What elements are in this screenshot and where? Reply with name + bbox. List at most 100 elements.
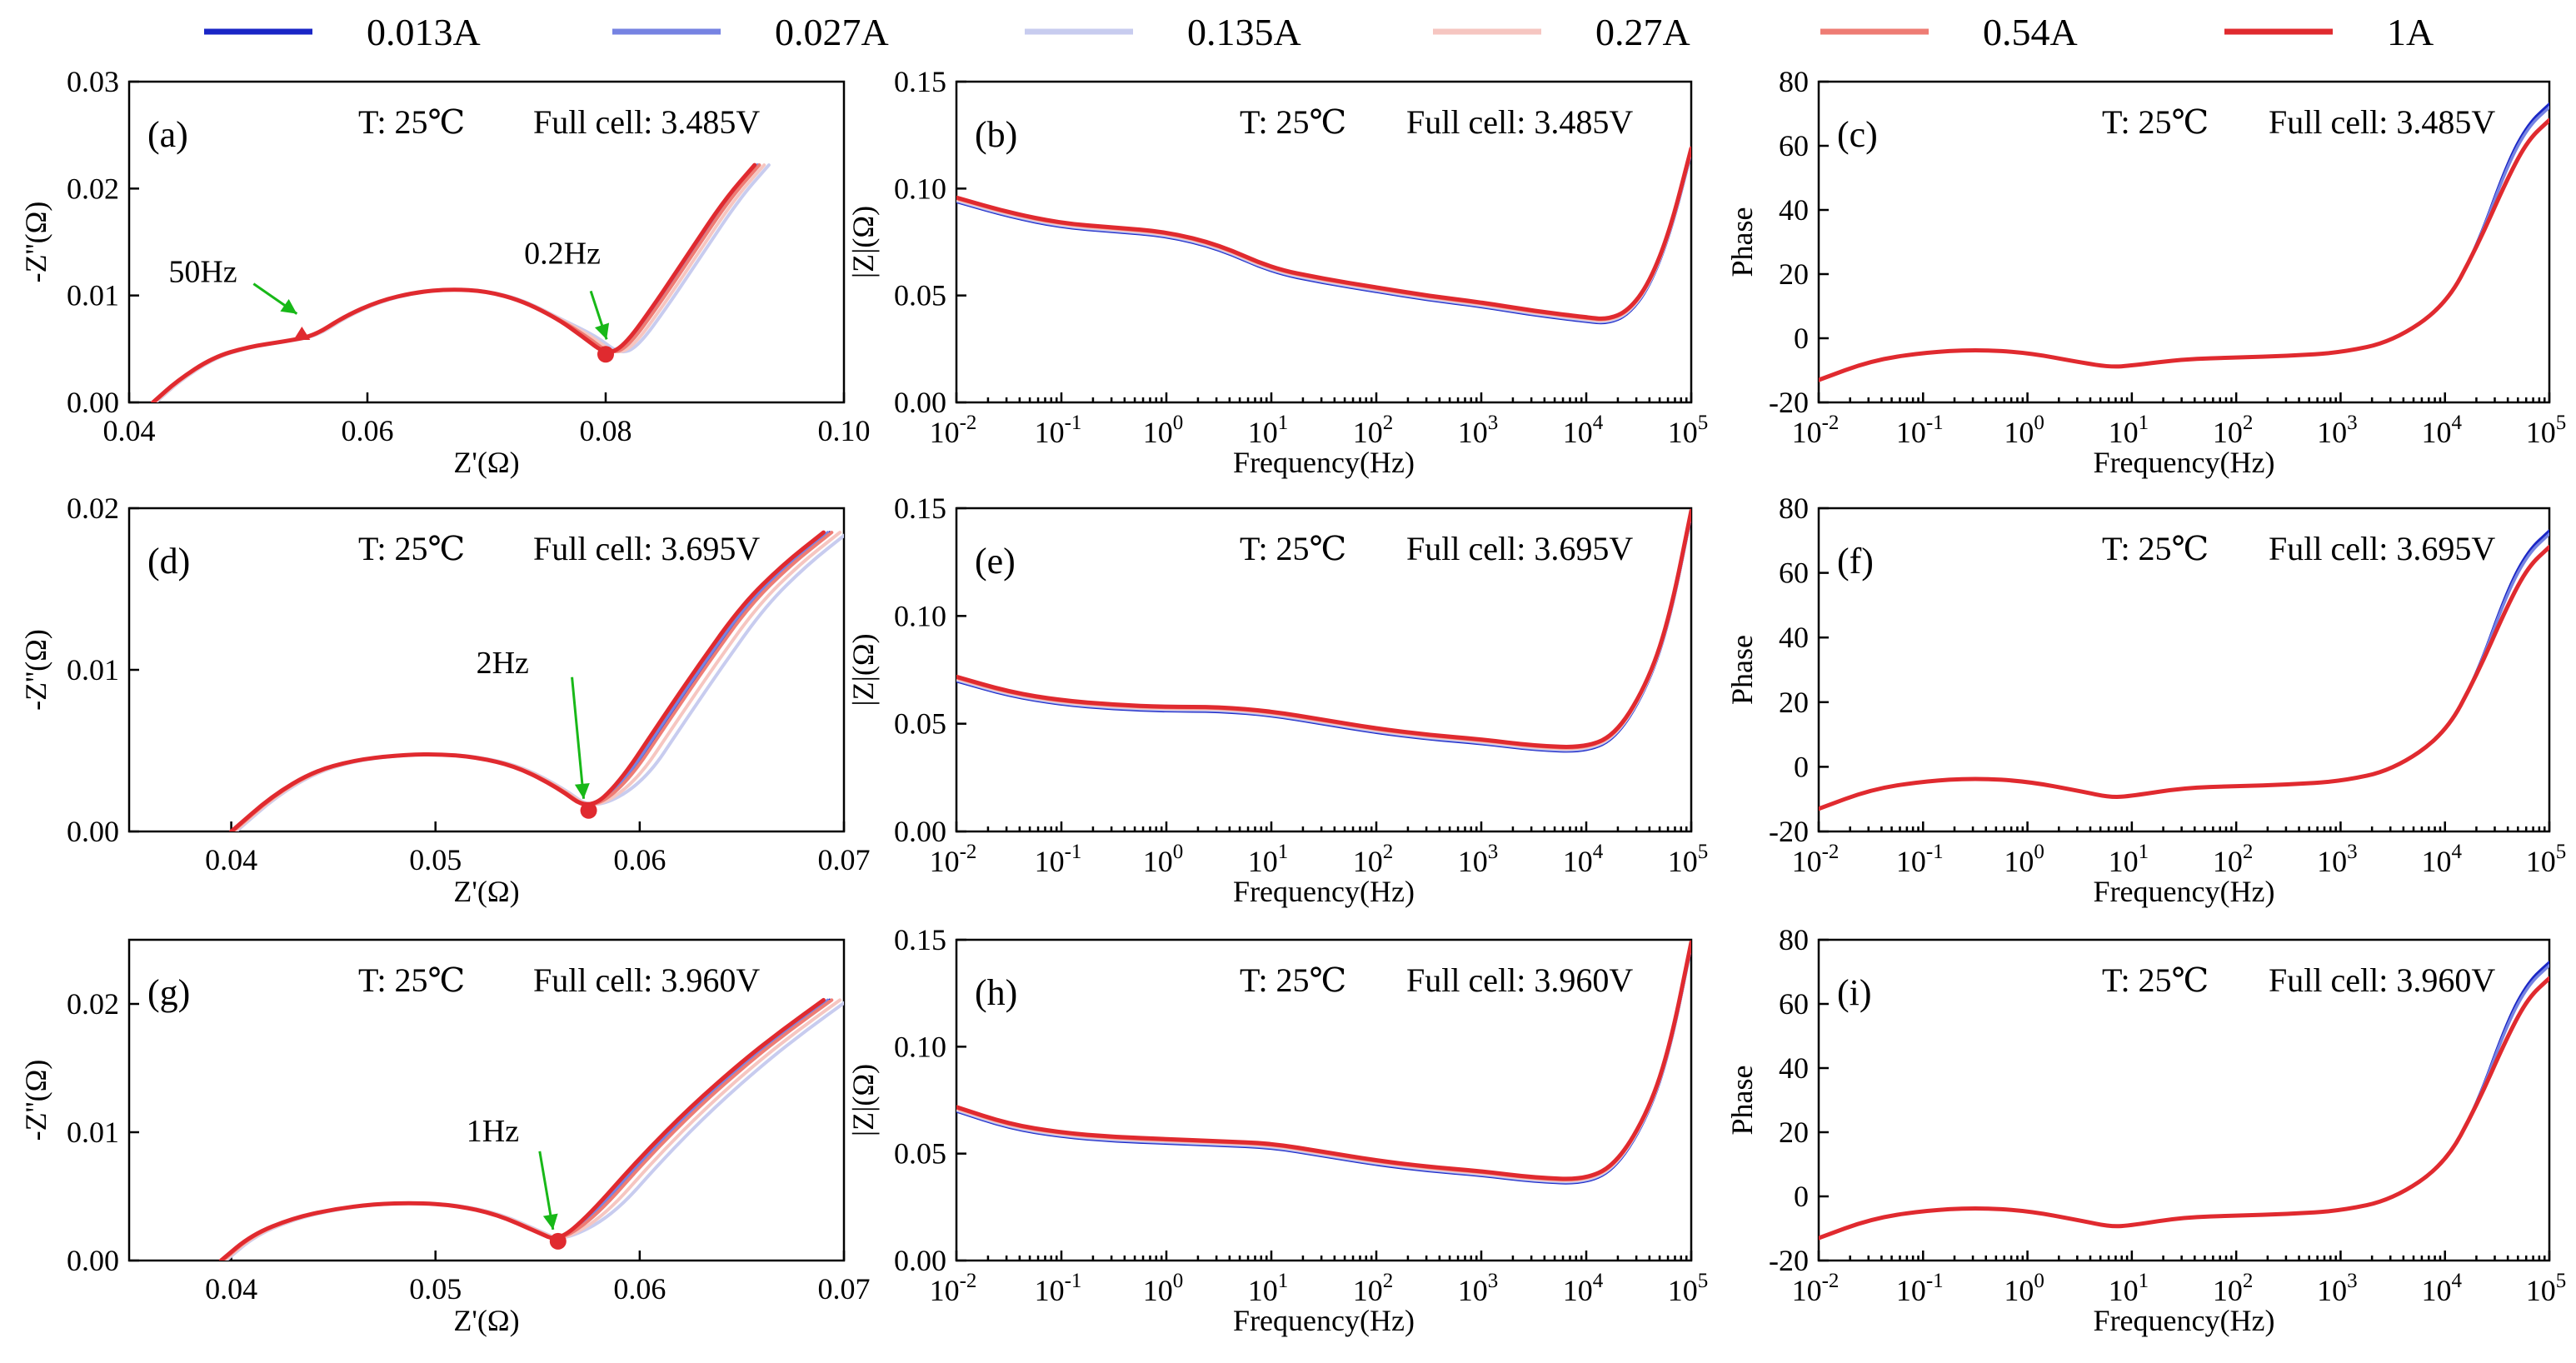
x-tick-label: 105 [1668,412,1709,449]
series-line-0.135A [1819,545,2549,811]
y-tick-label: 0.10 [894,599,946,632]
x-tick-label: 101 [1248,412,1289,449]
x-tick-label: 10-1 [1896,412,1944,449]
x-tick-label: 101 [1248,1270,1289,1307]
x-tick-label: 0.08 [580,414,632,447]
x-tick-label: 102 [2213,1270,2254,1307]
y-tick-label: 0.03 [67,65,119,98]
legend-label: 0.135A [1187,11,1301,53]
frequency-annotation: 0.2Hz [524,236,601,271]
temperature-label: T: 25℃ [2102,961,2209,999]
series-line-1A [956,940,1691,1181]
legend-label: 0.27A [1595,11,1690,53]
x-tick-label: 105 [1668,1270,1709,1307]
arrow-head-icon [574,783,590,799]
x-tick-label: 0.05 [409,1272,462,1306]
plot-frame [955,938,1693,1262]
panel-letter: (d) [147,541,190,582]
y-tick-label: 0.02 [67,492,119,525]
legend-label: 0.027A [775,11,889,53]
panels: 0.04 0.06 0.08 0.10 0.00 0.01 0.02 0.03 Z'(Ω) -Z'… [19,65,2566,1337]
x-tick-label: 10-2 [930,412,977,449]
panel-i: 10-2 10-1 100 101 102 103 104 105 -20 0 20 40 60 80 Fr… [1725,923,2566,1337]
series-line-0.54A [1819,545,2549,811]
series-line-0.27A [232,531,842,831]
cell-voltage-label: Full cell: 3.485V [2269,103,2495,141]
legend: 0.013A 0.027A 0.135A 0.27A 0.54A 1A [204,11,2434,53]
y-tick-label: 80 [1779,65,1809,98]
legend-entry: 0.135A [1025,11,1301,53]
series-line-0.013A [1819,529,2549,811]
x-tick-label: 102 [2213,412,2254,449]
x-tick-label: 100 [2004,412,2044,449]
y-tick-label: 0.05 [894,707,946,741]
series-line-0.013A [231,531,831,831]
y-tick-label: 0.00 [67,815,119,848]
x-tick-label: 10-1 [1896,1270,1944,1307]
x-tick-label: 10-1 [1035,1270,1082,1307]
series-group [956,940,1691,1185]
cell-voltage-label: Full cell: 3.960V [2269,961,2495,999]
panel-g: 0.04 0.05 0.06 0.07 0.00 0.01 0.02 Z'(Ω) -Z''(Ω)… [19,938,871,1337]
series-line-0.54A [231,531,834,831]
x-tick-label: 102 [1353,841,1394,878]
series-line-0.27A [1819,545,2549,811]
y-axis-label: -Z''(Ω) [19,202,52,283]
y-axis-label: -Z''(Ω) [19,629,52,711]
x-tick-label: 101 [2109,841,2149,878]
x-tick-label: 104 [1563,841,1604,878]
y-tick-label: 0.00 [67,1244,119,1277]
y-tick-label: -20 [1769,386,1809,419]
series-line-0.013A [1819,102,2549,382]
x-tick-label: 100 [1143,412,1184,449]
series-line-1A [1819,117,2549,382]
x-tick-label: 102 [1353,1270,1394,1307]
series-line-1A [1819,976,2549,1241]
cell-voltage-label: Full cell: 3.960V [1406,961,1633,999]
x-tick-label: 10-1 [1035,412,1082,449]
y-tick-label: 40 [1779,621,1809,654]
frequency-marker [580,801,597,819]
cell-voltage-label: Full cell: 3.695V [533,530,760,567]
y-tick-label: 20 [1779,1116,1809,1149]
x-tick-label: 104 [2421,1270,2462,1307]
series-line-0.135A [234,533,844,831]
y-tick-label: 40 [1779,1051,1809,1085]
panel-letter: (e) [975,541,1016,582]
x-tick-label: 101 [2109,412,2149,449]
series-line-0.027A [956,150,1691,324]
x-tick-label: 100 [2004,841,2044,878]
series-line-0.27A [222,998,842,1261]
series-group [1819,961,2549,1241]
x-tick-label: 0.04 [205,843,257,876]
x-tick-label: 0.05 [409,843,462,876]
series-line-0.027A [1819,964,2549,1240]
x-tick-label: 10-2 [1792,841,1840,878]
plot-frame [127,80,846,404]
series-group [151,162,771,402]
y-axis-label: |Z|(Ω) [846,1064,880,1136]
series-line-0.54A [1819,118,2549,382]
series-line-0.27A [1819,976,2549,1240]
panel-letter: (i) [1837,972,1872,1013]
y-tick-label: 0 [1794,750,1809,783]
cell-voltage-label: Full cell: 3.485V [533,103,760,141]
x-tick-label: 105 [2526,412,2567,449]
series-line-0.27A [956,148,1691,322]
panel-letter: (f) [1837,541,1874,582]
x-tick-label: 105 [2526,1270,2567,1307]
y-tick-label: 0 [1794,322,1809,355]
panel-a: 0.04 0.06 0.08 0.10 0.00 0.01 0.02 0.03 Z'(Ω) -Z'… [19,65,871,479]
x-tick-label: 103 [1458,841,1499,878]
series-line-0.54A [1819,976,2549,1240]
y-tick-label: 0.15 [894,923,946,956]
series-line-0.27A [1819,118,2549,382]
y-tick-label: 0.01 [67,653,119,686]
plot-frame [127,938,846,1262]
panel-c: 10-2 10-1 100 101 102 103 104 105 -20 0 20 40 60 80 Fr… [1725,65,2566,479]
x-axis-label: Z'(Ω) [453,446,519,479]
series-line-0.135A [1819,118,2549,382]
legend-label: 0.54A [1983,11,2078,53]
series-line-0.135A [956,149,1691,323]
plot-frame [955,80,1693,404]
